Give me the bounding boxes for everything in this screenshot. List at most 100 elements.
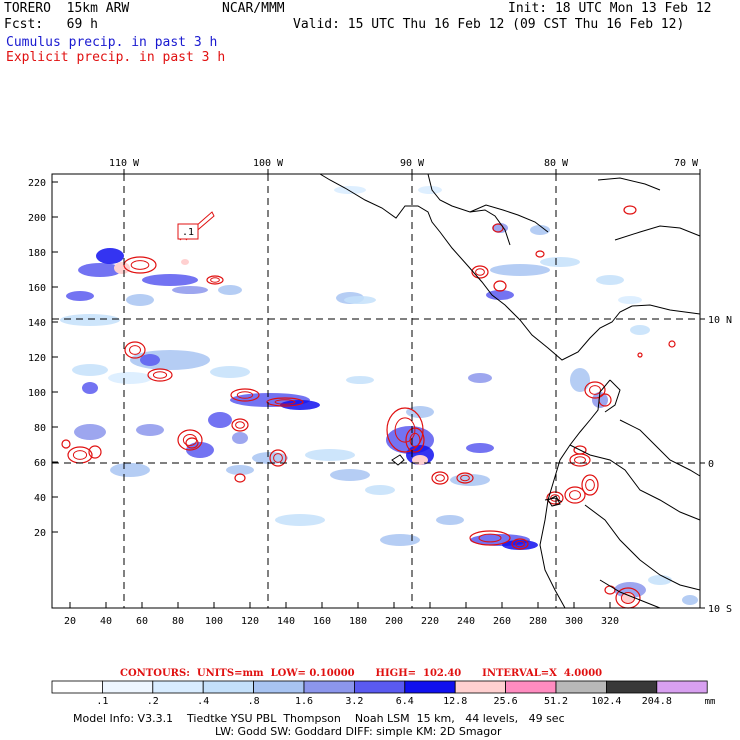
coastline [597, 177, 661, 191]
grid-y-label: 140 [28, 318, 46, 329]
explicit-precip-contour [88, 445, 102, 459]
colorbar-label: 102.4 [591, 696, 621, 707]
explicit-precip-contour [589, 385, 601, 395]
explicit-precip-contour [182, 434, 198, 446]
cumulus-precip-cell [502, 540, 538, 550]
heavy-precip-cell [181, 259, 189, 265]
explicit-precip-contour [266, 397, 304, 407]
grid-y-label: 220 [28, 178, 46, 189]
grid-y-label: 200 [28, 213, 46, 224]
explicit-precip-contour [234, 473, 246, 483]
explicit-precip-contour [61, 439, 71, 449]
explicit-precip-contour [230, 388, 260, 402]
cumulus-precip-cell [682, 595, 698, 605]
map-frame [51, 173, 701, 609]
cumulus-precip-cell [275, 514, 325, 526]
colorbar-label: 3.2 [345, 696, 363, 707]
cumulus-precip-cell [218, 285, 242, 295]
valid-time: Valid: 15 UTC Thu 16 Feb 12 (09 CST Thu … [293, 17, 685, 32]
colorbar-label: .4 [197, 696, 209, 707]
cumulus-precip-cell [614, 582, 646, 598]
cumulus-precip-cell [330, 469, 370, 481]
grid-x-label: 280 [529, 616, 547, 627]
colorbar-swatch [102, 680, 154, 694]
cumulus-precip-cell [82, 382, 98, 394]
forecast-hour: Fcst: 69 h [4, 17, 98, 32]
colorbar: .1 .2 .4 .8 1.6 3.2 6.4 12.8 25.6 51.2 102.4 204.8 m… [51, 680, 715, 707]
colorbar-label: 204.8 [642, 696, 672, 707]
init-time: Init: 18 UTC Mon 13 Feb 12 [508, 1, 712, 16]
grid-x-label: 140 [277, 616, 295, 627]
explicit-precip-contour [273, 453, 283, 463]
colorbar-label: .8 [248, 696, 260, 707]
explicit-precip-contour [177, 429, 203, 451]
explicit-precip-contour [574, 456, 586, 464]
colorbar-swatch [202, 680, 254, 694]
cumulus-precip-cell [466, 443, 494, 453]
cumulus-precip-cell [486, 290, 514, 300]
cumulus-precip-cell [232, 432, 248, 444]
cumulus-precip-cell [208, 412, 232, 428]
explicit-precip-contour [515, 540, 525, 548]
colorbar-swatch [152, 680, 204, 694]
explicit-precip-contour [564, 486, 586, 504]
explicit-precip-contour [394, 417, 416, 443]
cumulus-precip-cell [226, 465, 254, 475]
coastline [547, 495, 561, 507]
cumulus-precip-cell [492, 223, 508, 233]
explicit-precip-contour [235, 421, 245, 429]
cumulus-precip-cell [140, 354, 160, 366]
explicit-precip-contour [130, 260, 150, 270]
cumulus-precip-cell [346, 376, 374, 384]
colorbar-label: 6.4 [396, 696, 414, 707]
explicit-precip-contour [493, 280, 507, 292]
grid-x-label: 40 [100, 616, 112, 627]
cumulus-precip-cell [648, 575, 672, 585]
cumulus-legend: Cumulus precip. in past 3 h [6, 35, 218, 50]
lon-label: 80 W [544, 158, 569, 169]
cumulus-precip-cell [618, 296, 642, 304]
cumulus-precip-cell [60, 314, 120, 326]
colorbar-swatch [505, 680, 557, 694]
lat-label: 10 N [708, 315, 732, 326]
contour-label-box [177, 223, 199, 240]
cumulus-precip-cell [418, 186, 442, 194]
colorbar-swatch [606, 680, 658, 694]
cumulus-precip-cell [630, 325, 650, 335]
cumulus-precip-cell [72, 364, 108, 376]
colorbar-swatch [303, 680, 355, 694]
colorbar-label: .1 [96, 696, 108, 707]
grid-x-label: 120 [241, 616, 259, 627]
explicit-precip-contour [535, 250, 545, 258]
explicit-precip-contour [581, 474, 599, 496]
coastlines [319, 173, 701, 609]
colorbar-label: 12.8 [443, 696, 467, 707]
explicit-precip-contour [637, 352, 643, 358]
colorbar-label: .2 [147, 696, 159, 707]
contour-label-text: .1 [182, 227, 194, 238]
cumulus-precip-cell [530, 225, 550, 235]
explicit-precip-contour [431, 471, 449, 485]
grid-x-label: 80 [172, 616, 184, 627]
cumulus-precip-cell [78, 263, 122, 277]
axis-ticks: 110 W 100 W 90 W 80 W 70 W 10 N 0 10 S 20 40 60 80 1… [28, 158, 732, 627]
lat-label: 10 S [708, 604, 732, 615]
cumulus-precip-cell [66, 291, 94, 301]
coastline [569, 444, 701, 521]
explicit-precip-contour [471, 265, 489, 279]
grid-y-label: 160 [28, 283, 46, 294]
explicit-precip-contour [546, 491, 564, 505]
cumulus-precip-cell [126, 294, 154, 306]
explicit-precip-contour [152, 371, 168, 379]
cumulus-precip-cell [280, 400, 320, 410]
grid-x-label: 20 [64, 616, 76, 627]
colorbar-label: 1.6 [295, 696, 313, 707]
grid-x-label: 320 [601, 616, 619, 627]
cumulus-precip-cell [406, 406, 434, 418]
grid-x-label: 240 [457, 616, 475, 627]
grid-x-label: 300 [565, 616, 583, 627]
grid-x-label: 160 [313, 616, 331, 627]
explicit-precip-contour [584, 381, 606, 399]
explicit-precip-contour [668, 340, 676, 348]
